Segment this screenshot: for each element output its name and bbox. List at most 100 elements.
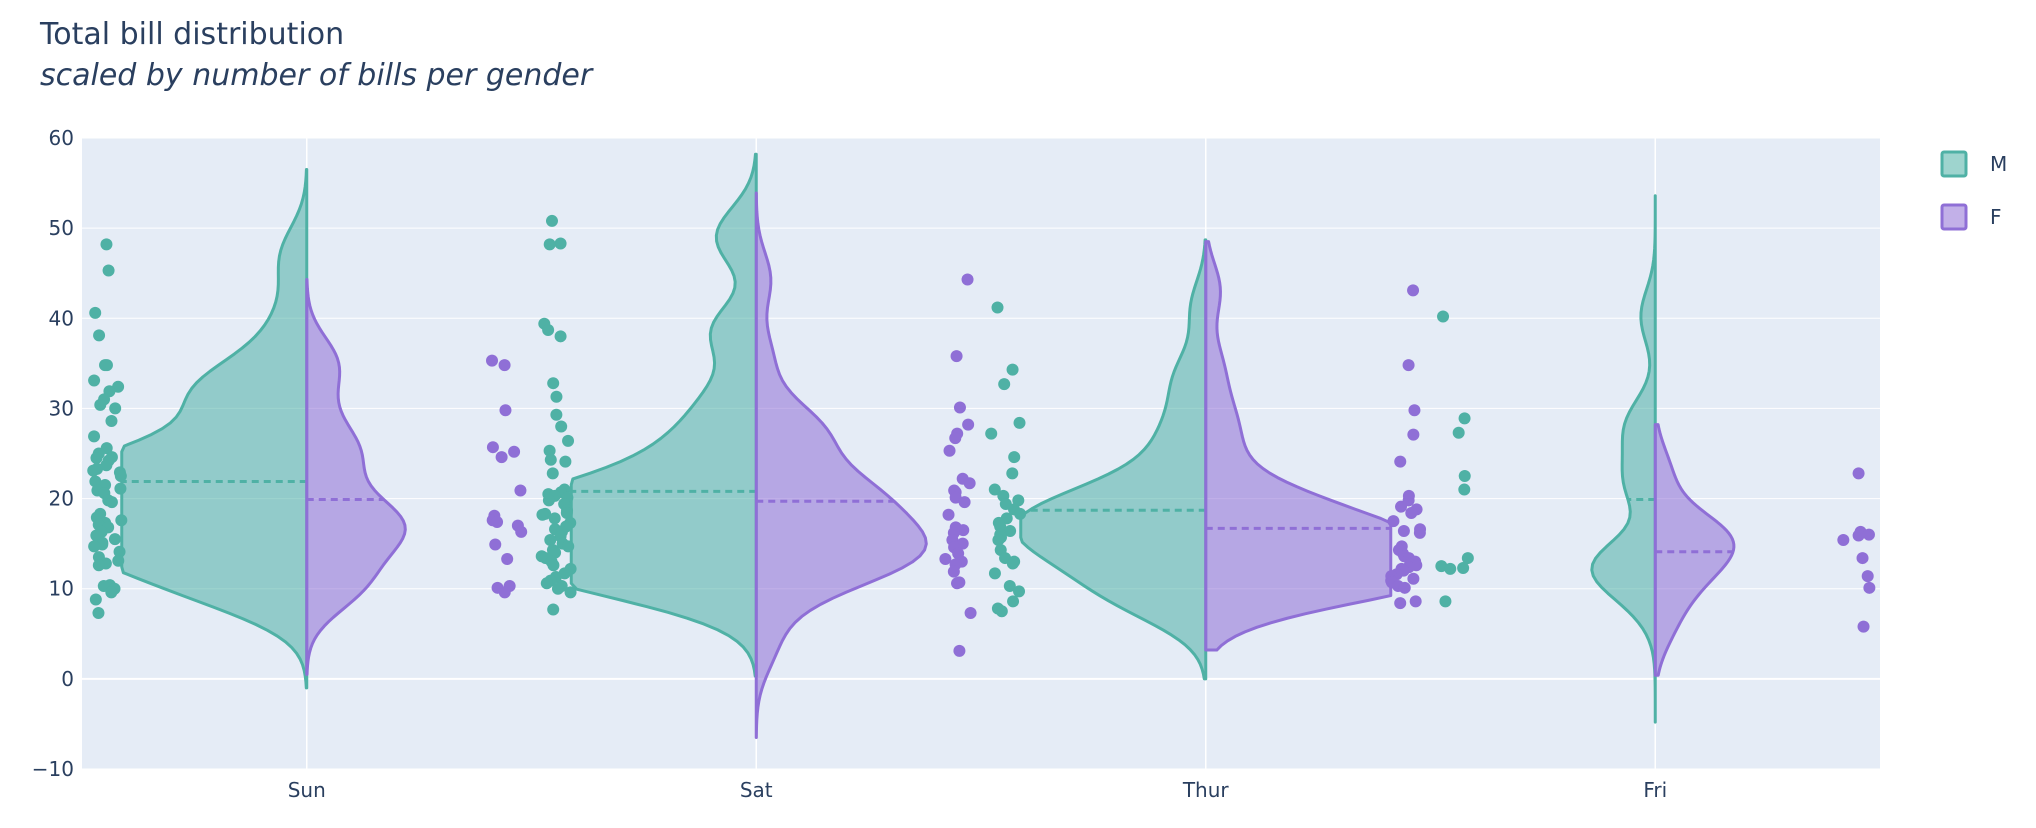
- point-F-Sat: [953, 644, 966, 657]
- point-F-Thur: [1407, 572, 1420, 585]
- legend[interactable]: MF: [1940, 150, 2007, 231]
- y-tick-label: −10: [32, 757, 74, 781]
- point-F-Thur: [1402, 359, 1415, 372]
- point-F-Fri: [1852, 529, 1865, 542]
- point-M-Sat: [559, 455, 572, 468]
- point-M-Sun: [112, 554, 125, 567]
- point-M-Fri: [1458, 470, 1471, 483]
- y-tick-label: 30: [49, 396, 74, 420]
- point-M-Fri: [1437, 310, 1450, 323]
- point-M-Sat: [547, 603, 560, 616]
- legend-label: F: [1990, 205, 2002, 229]
- point-F-Sat: [942, 508, 955, 521]
- point-M-Thur: [988, 567, 1001, 580]
- legend-swatch: [1940, 203, 1968, 231]
- point-F-Fri: [1856, 552, 1869, 565]
- point-F-Fri: [1862, 528, 1875, 541]
- point-F-Sat: [950, 350, 963, 363]
- point-M-Thur: [998, 378, 1011, 391]
- point-M-Sun: [108, 533, 121, 546]
- point-M-Sat: [542, 494, 555, 507]
- x-tick-label: Sun: [288, 778, 326, 802]
- point-F-Sun: [498, 586, 511, 599]
- chart-subtitle: scaled by number of bills per gender: [40, 58, 594, 93]
- y-tick-label: 60: [49, 126, 74, 150]
- violin-M-Fri: [1590, 194, 1657, 724]
- point-M-Thur: [1006, 363, 1019, 376]
- legend-label: M: [1990, 152, 2007, 176]
- x-axis: Sun Sat Thur Fri: [288, 778, 1667, 802]
- point-M-Sun: [114, 470, 127, 483]
- point-M-Fri: [1458, 412, 1471, 425]
- point-M-Sun: [92, 559, 105, 572]
- x-tick-label: Sat: [740, 778, 773, 802]
- point-F-Sun: [515, 525, 528, 538]
- point-M-Sat: [536, 508, 549, 521]
- point-M-Sat: [550, 408, 563, 421]
- point-M-Thur: [1007, 595, 1020, 608]
- y-tick-label: 50: [49, 216, 74, 240]
- chart-title: Total bill distribution: [39, 17, 344, 52]
- point-F-Sun: [486, 354, 499, 367]
- violin-M-Thur: [1019, 238, 1208, 681]
- point-M-Sat: [545, 214, 558, 227]
- x-tick-label: Fri: [1643, 778, 1667, 802]
- point-M-Sat: [547, 377, 560, 390]
- point-M-Sun: [100, 359, 113, 372]
- point-F-Sat: [949, 491, 962, 504]
- point-M-Sun: [93, 329, 106, 342]
- point-F-Sat: [953, 401, 966, 414]
- point-M-Thur: [1003, 580, 1016, 593]
- point-M-Fri: [1458, 483, 1471, 496]
- point-F-Sun: [514, 484, 527, 497]
- point-M-Sat: [543, 444, 556, 457]
- point-M-Fri: [1461, 552, 1474, 565]
- point-F-Thur: [1387, 515, 1400, 528]
- point-M-Sun: [105, 586, 118, 599]
- point-M-Thur: [992, 534, 1005, 547]
- point-M-Sat: [546, 467, 559, 480]
- point-F-Thur: [1407, 284, 1420, 297]
- point-M-Sat: [562, 540, 575, 553]
- violin-F-Sat: [754, 191, 928, 739]
- point-M-Sun: [105, 415, 118, 428]
- point-M-Sat: [542, 324, 555, 337]
- point-M-Fri: [1457, 561, 1470, 574]
- point-M-Sun: [114, 482, 127, 495]
- y-tick-label: 40: [49, 306, 74, 330]
- point-M-Sun: [109, 402, 122, 415]
- point-F-Fri: [1857, 620, 1870, 633]
- point-F-Sat: [939, 552, 952, 565]
- legend-item-F[interactable]: F: [1940, 203, 2002, 231]
- point-M-Sat: [549, 546, 562, 559]
- plot-area: [82, 138, 1880, 769]
- point-F-Thur: [1398, 581, 1411, 594]
- point-M-Sun: [100, 238, 113, 251]
- point-M-Thur: [1004, 525, 1017, 538]
- point-M-Sat: [551, 582, 564, 595]
- point-M-Fri: [1439, 595, 1452, 608]
- point-M-Sun: [113, 545, 126, 558]
- legend-item-M[interactable]: M: [1940, 150, 2007, 178]
- point-F-Thur: [1394, 455, 1407, 468]
- point-M-Thur: [1014, 507, 1027, 520]
- point-F-Sun: [501, 552, 514, 565]
- y-tick-label: 0: [61, 667, 74, 691]
- violin-traces: [120, 152, 1736, 739]
- point-M-Sun: [89, 475, 102, 488]
- point-M-Fri: [1452, 426, 1465, 439]
- point-F-Sun: [508, 445, 521, 458]
- legend-swatch: [1940, 150, 1968, 178]
- y-axis: −10 0 10 20 30 40 50 60: [32, 126, 74, 781]
- violin-M-Sat: [569, 152, 758, 678]
- point-M-Sat: [560, 506, 573, 519]
- point-M-Sun: [89, 306, 102, 319]
- point-M-Sun: [94, 398, 107, 411]
- point-F-Sun: [489, 538, 502, 551]
- point-M-Thur: [1013, 585, 1026, 598]
- y-tick-label: 10: [49, 577, 74, 601]
- point-M-Sat: [540, 577, 553, 590]
- point-F-Sat: [958, 496, 971, 509]
- point-F-Sat: [949, 432, 962, 445]
